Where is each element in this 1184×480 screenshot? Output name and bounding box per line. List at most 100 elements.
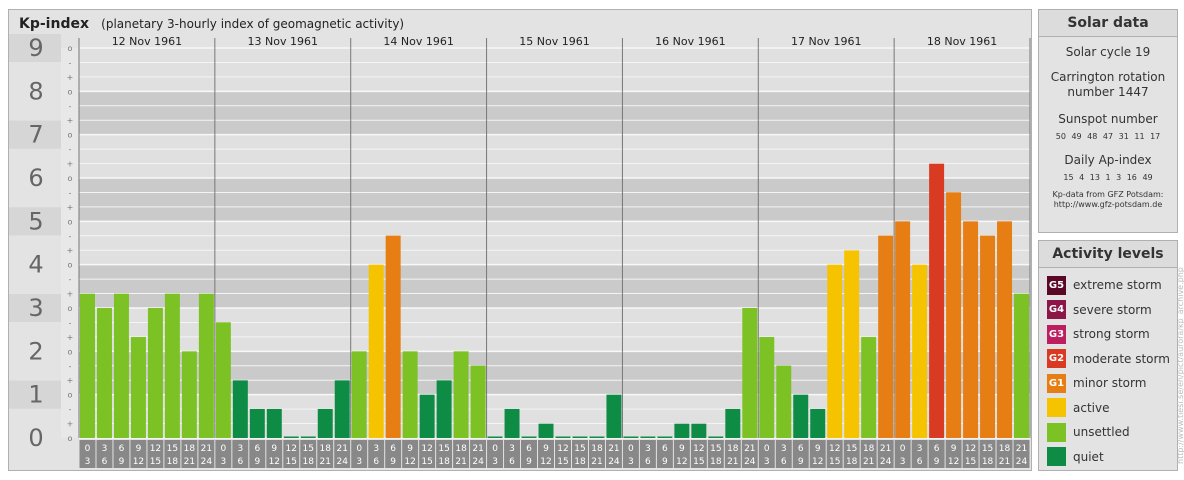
y-major-tick-label: 0: [28, 424, 43, 452]
kp-chart: 0123456789o+-o+-o+-o+-o+-o+-o+-o+-o+-o12…: [9, 34, 1031, 468]
hour-cell: [588, 440, 605, 468]
hour-cell: [300, 440, 317, 468]
y-minor-tick-label: o: [68, 87, 73, 96]
y-minor-tick-label: -: [69, 362, 72, 371]
hour-cell: [571, 440, 588, 468]
minor-tick-column: [61, 48, 79, 438]
ap-label: Daily Ap-index: [1064, 153, 1152, 167]
y-major-tick-label: 8: [28, 77, 43, 105]
legend-item: G5 extreme storm: [1047, 275, 1162, 295]
hour-cell: [555, 440, 571, 468]
hour-end-label: 18: [710, 457, 722, 467]
activity-levels-header: Activity levels: [1039, 241, 1177, 268]
kp-bar: [929, 163, 945, 438]
hour-cell: [724, 440, 741, 468]
y-minor-tick-label: +: [67, 376, 74, 385]
hour-end-label: 24: [608, 457, 620, 467]
hour-cell: [979, 440, 996, 468]
y-minor-tick-label: o: [68, 261, 73, 270]
hour-cell: [1013, 440, 1030, 468]
day-label: 17 Nov 1961: [791, 35, 861, 48]
kp-band-4: [79, 221, 1030, 265]
hour-cell: [198, 440, 215, 468]
hour-end-label: 15: [693, 457, 704, 467]
kp-bar: [572, 436, 588, 438]
kp-bar: [487, 436, 503, 438]
hour-cell: [334, 440, 351, 468]
hour-start-label: 6: [254, 444, 260, 454]
hour-cell: [826, 440, 843, 468]
hour-end-label: 18: [438, 457, 450, 467]
hour-cell: [962, 440, 979, 468]
y-minor-tick-label: +: [67, 160, 74, 169]
kp-bar: [623, 436, 639, 438]
chart-title-bar: Kp-index (planetary 3-hourly index of ge…: [19, 16, 404, 32]
carrington-line2: number 1447: [1067, 85, 1149, 99]
hour-end-label: 3: [900, 457, 906, 467]
legend-swatch: G1: [1047, 373, 1066, 393]
hour-cell: [147, 440, 164, 468]
day-label: 14 Nov 1961: [383, 35, 453, 48]
y-minor-tick-label: -: [69, 318, 72, 327]
hour-cell: [113, 440, 130, 468]
y-minor-tick-label: +: [67, 246, 74, 255]
y-label-bg: [9, 120, 61, 149]
y-minor-tick-label: +: [67, 420, 74, 429]
y-minor-tick-label: o: [68, 217, 73, 226]
hour-end-label: 24: [201, 457, 213, 467]
hour-end-label: 9: [254, 457, 260, 467]
hour-end-label: 9: [934, 457, 940, 467]
legend-item: unsettled: [1047, 422, 1130, 442]
legend-swatch: G2: [1047, 349, 1066, 368]
hour-end-label: 18: [303, 457, 315, 467]
kp-bar: [334, 380, 350, 438]
day-label: 18 Nov 1961: [927, 35, 997, 48]
y-minor-tick-label: -: [69, 405, 72, 414]
hour-end-label: 18: [846, 457, 858, 467]
solar-cycle: Solar cycle 19: [1065, 45, 1151, 59]
hour-start-label: 6: [934, 444, 940, 454]
y-minor-tick-label: +: [67, 290, 74, 299]
y-minor-tick-label: -: [69, 188, 72, 197]
hour-cell: [266, 440, 283, 468]
hour-cell: [538, 440, 554, 468]
hour-start-label: 6: [798, 444, 804, 454]
kp-band-5: [79, 178, 1030, 222]
hour-start-label: 9: [815, 444, 821, 454]
kp-bar: [317, 408, 333, 438]
hour-cell: [232, 440, 249, 468]
hour-end-label: 12: [948, 457, 959, 467]
y-label-bg: [9, 34, 61, 62]
kp-bar: [521, 436, 537, 438]
hour-end-label: 21: [455, 457, 466, 467]
hour-end-label: 21: [727, 457, 738, 467]
activity-levels-panel: Activity levels G5 extreme storm G4 severe …: [1038, 240, 1178, 471]
hour-start-label: 0: [356, 444, 362, 454]
solar-data-panel: Solar data Solar cycle 19 Carrington rot…: [1038, 9, 1178, 233]
hour-end-label: 6: [917, 457, 923, 467]
hour-cell: [402, 440, 419, 468]
kp-bar: [147, 308, 163, 438]
hour-end-label: 3: [492, 457, 498, 467]
y-minor-tick-label: o: [68, 131, 73, 140]
hour-start-label: 21: [880, 444, 891, 454]
y-major-tick-label: 6: [28, 164, 43, 192]
hour-start-label: 3: [237, 444, 243, 454]
hour-cell: [622, 440, 639, 468]
hour-start-label: 0: [764, 444, 770, 454]
hour-end-label: 15: [829, 457, 840, 467]
hour-end-label: 18: [982, 457, 994, 467]
y-minor-tick-label: -: [69, 232, 72, 241]
hour-cell: [775, 440, 792, 468]
legend-item: active: [1047, 398, 1109, 418]
credit-link[interactable]: http://www.gfz-potsdam.de: [1053, 200, 1163, 209]
kp-bar: [266, 408, 282, 438]
hour-end-label: 21: [863, 457, 874, 467]
hour-cell: [673, 440, 690, 468]
kp-band-3: [79, 264, 1030, 308]
legend-swatch: [1047, 398, 1066, 417]
y-minor-tick-label: o: [68, 44, 73, 53]
hour-start-label: 9: [679, 444, 685, 454]
hour-start-label: 12: [150, 444, 161, 454]
hour-start-label: 21: [608, 444, 619, 454]
